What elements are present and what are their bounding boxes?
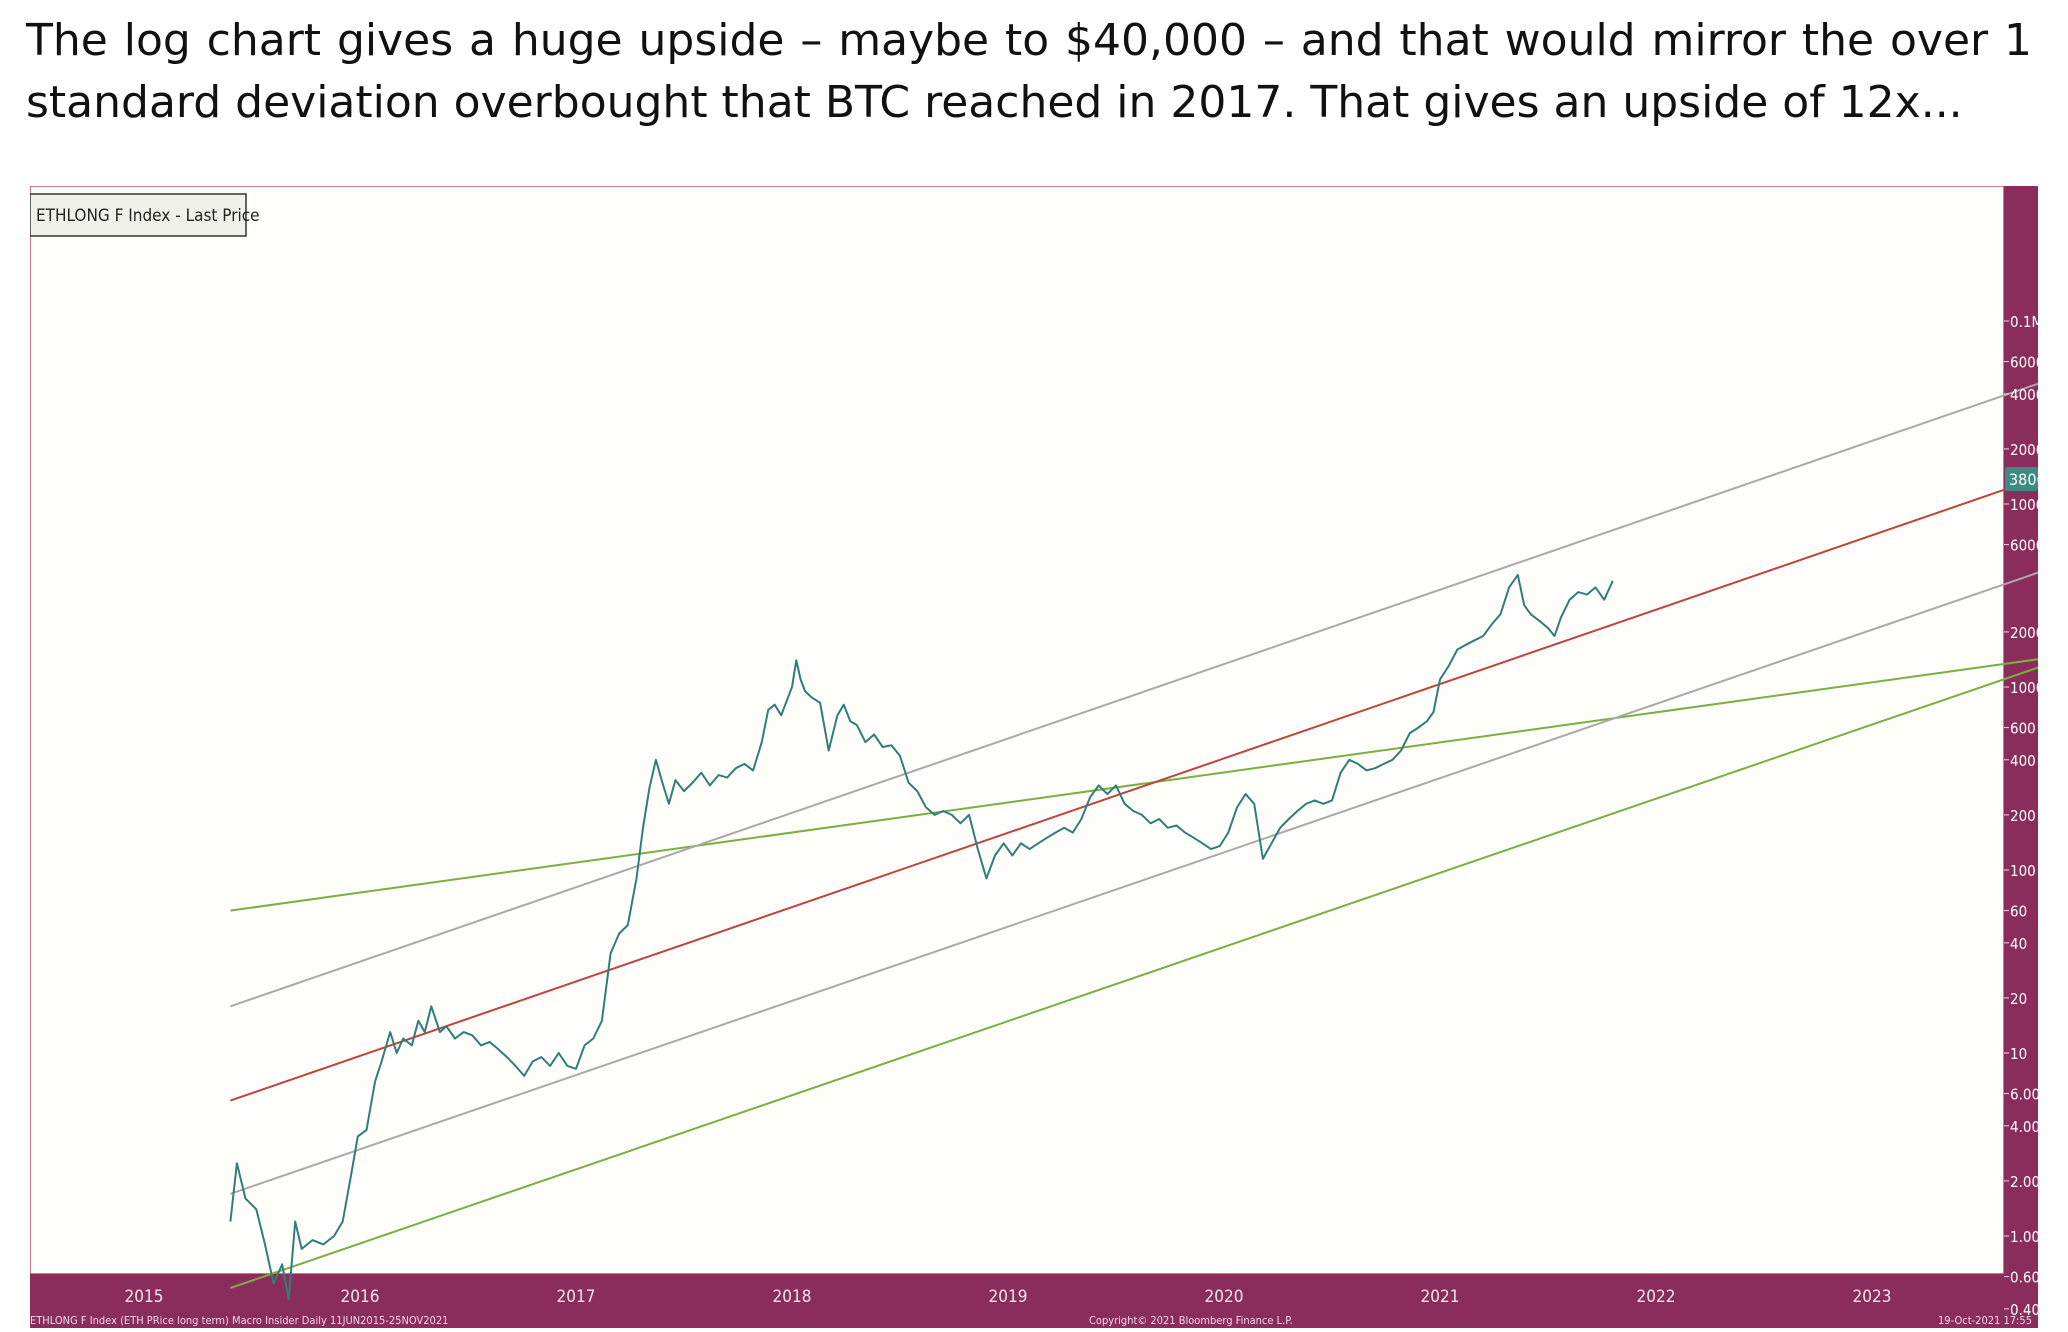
y-tick-label: 10 (2010, 1045, 2027, 1063)
footer-right: 19-Oct-2021 17:55 (1938, 1314, 2032, 1327)
regression-line-5 (230, 656, 2068, 1289)
last-price-label: 3806. (2009, 470, 2038, 489)
y-tick-label: 60000 (2010, 354, 2038, 372)
x-axis-ticks: 2015201620172018201920202021202220232024 (125, 1287, 1892, 1307)
regression-line-2 (230, 372, 2068, 1008)
x-tick-label: 2022 (1637, 1287, 1676, 1307)
x-tick-label: 2021 (1421, 1287, 1460, 1307)
right-axis-band (2004, 186, 2038, 1328)
x-tick-label: 2016 (341, 1287, 380, 1307)
x-tick-label: 2019 (989, 1287, 1028, 1307)
x-tick-label: 2020 (1205, 1287, 1244, 1307)
y-tick-label: 20 (2010, 990, 2027, 1008)
y-tick-label: 200 (2010, 807, 2036, 825)
y-tick-label: 6.00 (2010, 1086, 2038, 1104)
y-tick-label: 20000 (2010, 441, 2038, 459)
x-tick-label: 2015 (125, 1287, 164, 1307)
caption-text: The log chart gives a huge upside – mayb… (26, 15, 2032, 128)
legend-label: ETHLONG F Index - Last Price (36, 206, 260, 226)
y-tick-label: 100 (2010, 862, 2036, 880)
y-tick-label: 40000 (2010, 386, 2038, 404)
y-tick-label: 10000 (2010, 496, 2038, 514)
legend-box (29, 193, 247, 237)
y-tick-label: 1000 (2010, 679, 2038, 697)
y-tick-label: 400 (2010, 752, 2036, 770)
price-series (229, 573, 1614, 1301)
regression-line-4 (230, 561, 2068, 1195)
y-tick-label: 4.00 (2010, 1118, 2038, 1136)
regression-lines (230, 372, 2068, 1289)
y-tick-label: 600 (2010, 720, 2036, 738)
footer-center: Copyright© 2021 Bloomberg Finance L.P. (1089, 1314, 1293, 1327)
x-tick-label: 2017 (557, 1287, 596, 1307)
x-tick-label: 2018 (773, 1287, 812, 1307)
plot-area (29, 185, 2005, 1275)
x-tick-label: 2023 (1853, 1287, 1892, 1307)
chart-svg: 0.1M 60000 40000 20000 10000 6000 2000 1000 600 4… (29, 185, 2068, 1328)
price-line (229, 573, 1614, 1301)
eth-log-chart: 0.1M 60000 40000 20000 10000 6000 2000 1000 600 4… (29, 185, 2068, 1328)
bottom-axis-band (30, 1274, 2038, 1328)
y-tick-label: 0.1M (2010, 313, 2038, 331)
regression-line-3 (230, 466, 2068, 1102)
y-tick-label: 6000 (2010, 537, 2038, 555)
last-price-badge (2005, 467, 2038, 491)
footer-left: ETHLONG F Index (ETH PRice long term) Ma… (30, 1314, 448, 1327)
y-tick-label: 0.40 (2010, 1301, 2038, 1319)
y-tick-label: 60 (2010, 903, 2027, 921)
regression-line-1 (230, 654, 2068, 912)
y-tick-label: 2000 (2010, 624, 2038, 642)
y-tick-label: 2.00 (2010, 1173, 2038, 1191)
y-tick-label: 1.00 (2010, 1228, 2038, 1246)
y-tick-label: 0.60 (2010, 1269, 2038, 1287)
y-tick-label: 40 (2010, 935, 2027, 953)
